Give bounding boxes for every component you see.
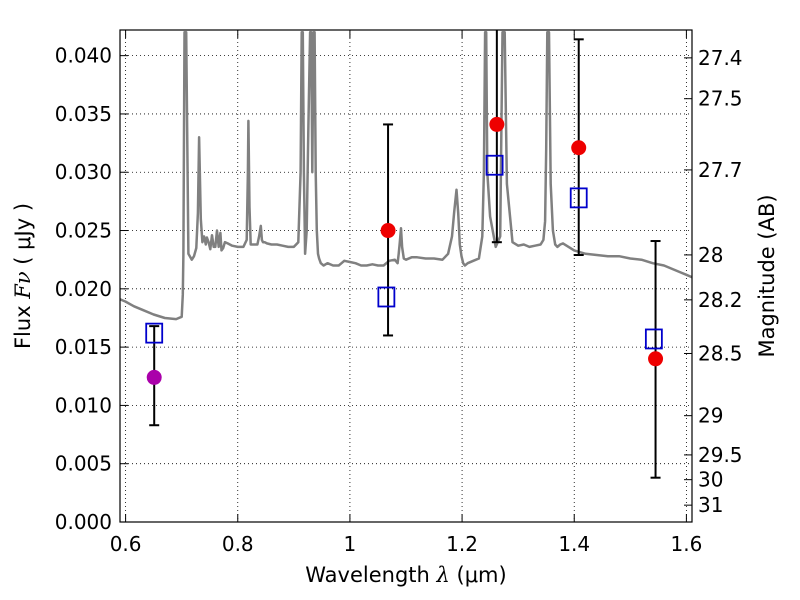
model-point	[377, 286, 396, 308]
y-tick-label: 0.010	[55, 393, 112, 417]
observed-point	[380, 223, 396, 239]
model-point	[569, 187, 588, 209]
model-point	[644, 328, 663, 350]
x-tick-label: 0.6	[110, 532, 142, 556]
x-tick-label: 0.8	[222, 532, 254, 556]
right-tick-label: 27.7	[698, 158, 743, 182]
plot-content	[120, 31, 692, 321]
y-tick-label: 0.005	[55, 452, 112, 476]
plot-frame	[119, 29, 693, 523]
right-tick-label: 31	[698, 493, 723, 517]
observed-point	[648, 351, 664, 367]
observed-point	[146, 369, 162, 385]
y-tick-label: 0.000	[55, 510, 112, 534]
x-axis-label: Wavelength λ (μm)	[305, 563, 506, 587]
right-tick-label: 27.4	[698, 46, 743, 70]
y-axis-label: Flux Fν ( μJy )	[11, 203, 35, 349]
y-tick-label: 0.040	[55, 44, 112, 68]
right-tick-label: 27.5	[698, 87, 743, 111]
model-point	[145, 322, 164, 344]
x-tick-label: 1	[344, 532, 357, 556]
right-tick-label: 28.2	[698, 288, 743, 312]
observed-point	[571, 140, 587, 156]
right-tick-label: 29.5	[698, 443, 743, 467]
y-tick-label: 0.015	[55, 335, 112, 359]
ticks: 0.6 0.8 1 1.2 1.4 1.6 0.000 0.005 0.010 0.015 0.02…	[55, 30, 743, 556]
right-tick-label: 28	[698, 243, 723, 267]
model-spectrum-line	[120, 31, 692, 321]
x-tick-label: 1.6	[670, 532, 702, 556]
model-point	[485, 154, 504, 176]
grid	[120, 30, 692, 522]
y-tick-label: 0.025	[55, 219, 112, 243]
right-axis-label: Magnitude (AB)	[755, 194, 779, 357]
y-tick-label: 0.030	[55, 160, 112, 184]
y-tick-label: 0.020	[55, 277, 112, 301]
observed-point	[489, 116, 505, 132]
right-tick-label: 28.5	[698, 341, 743, 365]
y-tick-label: 0.035	[55, 102, 112, 126]
markers	[145, 116, 664, 385]
x-tick-label: 1.4	[558, 532, 590, 556]
right-tick-label: 30	[698, 468, 723, 492]
x-tick-label: 1.2	[446, 532, 478, 556]
right-tick-label: 29	[698, 404, 723, 428]
